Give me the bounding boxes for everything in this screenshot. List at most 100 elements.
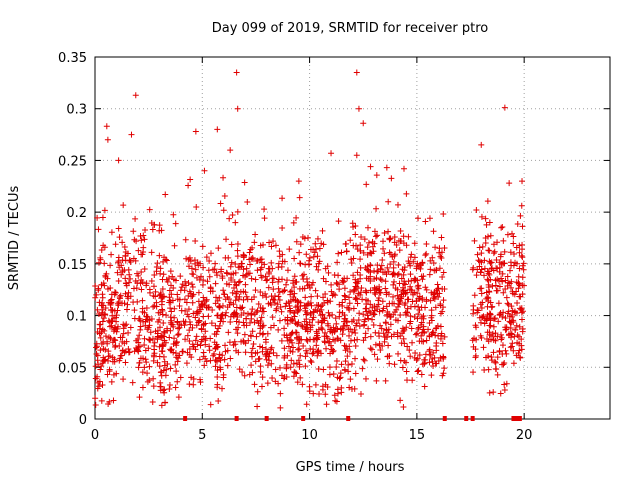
data-point [385, 291, 392, 298]
data-point [233, 304, 240, 311]
data-point [267, 346, 274, 353]
data-point [211, 266, 218, 273]
data-point [120, 330, 127, 337]
data-point [247, 319, 254, 326]
data-point [483, 295, 490, 302]
data-point [151, 221, 158, 228]
data-point [303, 311, 310, 318]
data-point [513, 322, 520, 329]
data-point [235, 264, 242, 271]
data-point [104, 136, 111, 143]
data-point [192, 266, 199, 273]
data-point [382, 278, 389, 285]
data-point [372, 233, 379, 240]
data-point [378, 277, 385, 284]
data-point [229, 289, 236, 296]
data-point [96, 299, 103, 306]
data-point [499, 361, 506, 368]
data-point [189, 299, 196, 306]
data-point [176, 352, 183, 359]
data-point [389, 300, 396, 307]
data-point [303, 325, 310, 332]
data-point [436, 249, 443, 256]
data-point [489, 283, 496, 290]
data-point [142, 347, 149, 354]
data-point [291, 284, 298, 291]
data-point [377, 276, 384, 283]
data-point [284, 267, 291, 274]
data-point [330, 371, 337, 378]
data-point [232, 219, 239, 226]
data-point [499, 278, 506, 285]
data-point [365, 315, 372, 322]
data-point [519, 262, 526, 269]
data-point [254, 403, 261, 410]
data-point [515, 273, 522, 280]
data-point [146, 363, 153, 370]
data-point [173, 338, 180, 345]
data-point [102, 311, 109, 318]
data-point [119, 257, 126, 264]
data-point [181, 322, 188, 329]
data-point [395, 270, 402, 277]
data-point [117, 334, 124, 341]
data-point [314, 334, 321, 341]
data-point [217, 200, 224, 207]
data-point [398, 275, 405, 282]
data-point [184, 332, 191, 339]
data-point [146, 317, 153, 324]
data-point [158, 334, 165, 341]
data-point [409, 377, 416, 384]
y-tick-label: 0 [79, 413, 87, 428]
data-point [282, 303, 289, 310]
data-point [480, 313, 487, 320]
data-point [240, 266, 247, 273]
data-point [136, 343, 143, 350]
data-point [276, 317, 283, 324]
data-point [491, 358, 498, 365]
data-point [331, 328, 338, 335]
data-point [234, 288, 241, 295]
data-point [281, 352, 288, 359]
data-point [257, 272, 264, 279]
data-point [156, 353, 163, 360]
data-point [156, 316, 163, 323]
data-point [416, 351, 423, 358]
data-point [502, 347, 509, 354]
data-point [362, 334, 369, 341]
data-point [381, 333, 388, 340]
data-point [112, 344, 119, 351]
data-point [234, 253, 241, 260]
data-point [125, 289, 132, 296]
data-point [336, 309, 343, 316]
data-point [182, 236, 189, 243]
data-point [415, 367, 422, 374]
data-point [121, 267, 128, 274]
data-point [258, 256, 265, 263]
data-point [258, 314, 265, 321]
data-point [501, 248, 508, 255]
data-point [490, 323, 497, 330]
data-point [186, 345, 193, 352]
data-point [154, 260, 161, 267]
data-point [284, 314, 291, 321]
data-point [227, 147, 234, 154]
data-point [478, 334, 485, 341]
data-point [114, 269, 121, 276]
data-point [157, 369, 164, 376]
data-point [418, 371, 425, 378]
data-point [264, 330, 271, 337]
data-point [489, 330, 496, 337]
data-point [240, 319, 247, 326]
data-point [107, 335, 114, 342]
data-point [437, 302, 444, 309]
data-point [490, 241, 497, 248]
data-point [483, 221, 490, 228]
data-point [176, 302, 183, 309]
data-point [413, 357, 420, 364]
data-point [156, 252, 163, 259]
data-point [157, 379, 164, 386]
data-point [263, 350, 270, 357]
data-point [504, 231, 511, 238]
data-point [326, 364, 333, 371]
